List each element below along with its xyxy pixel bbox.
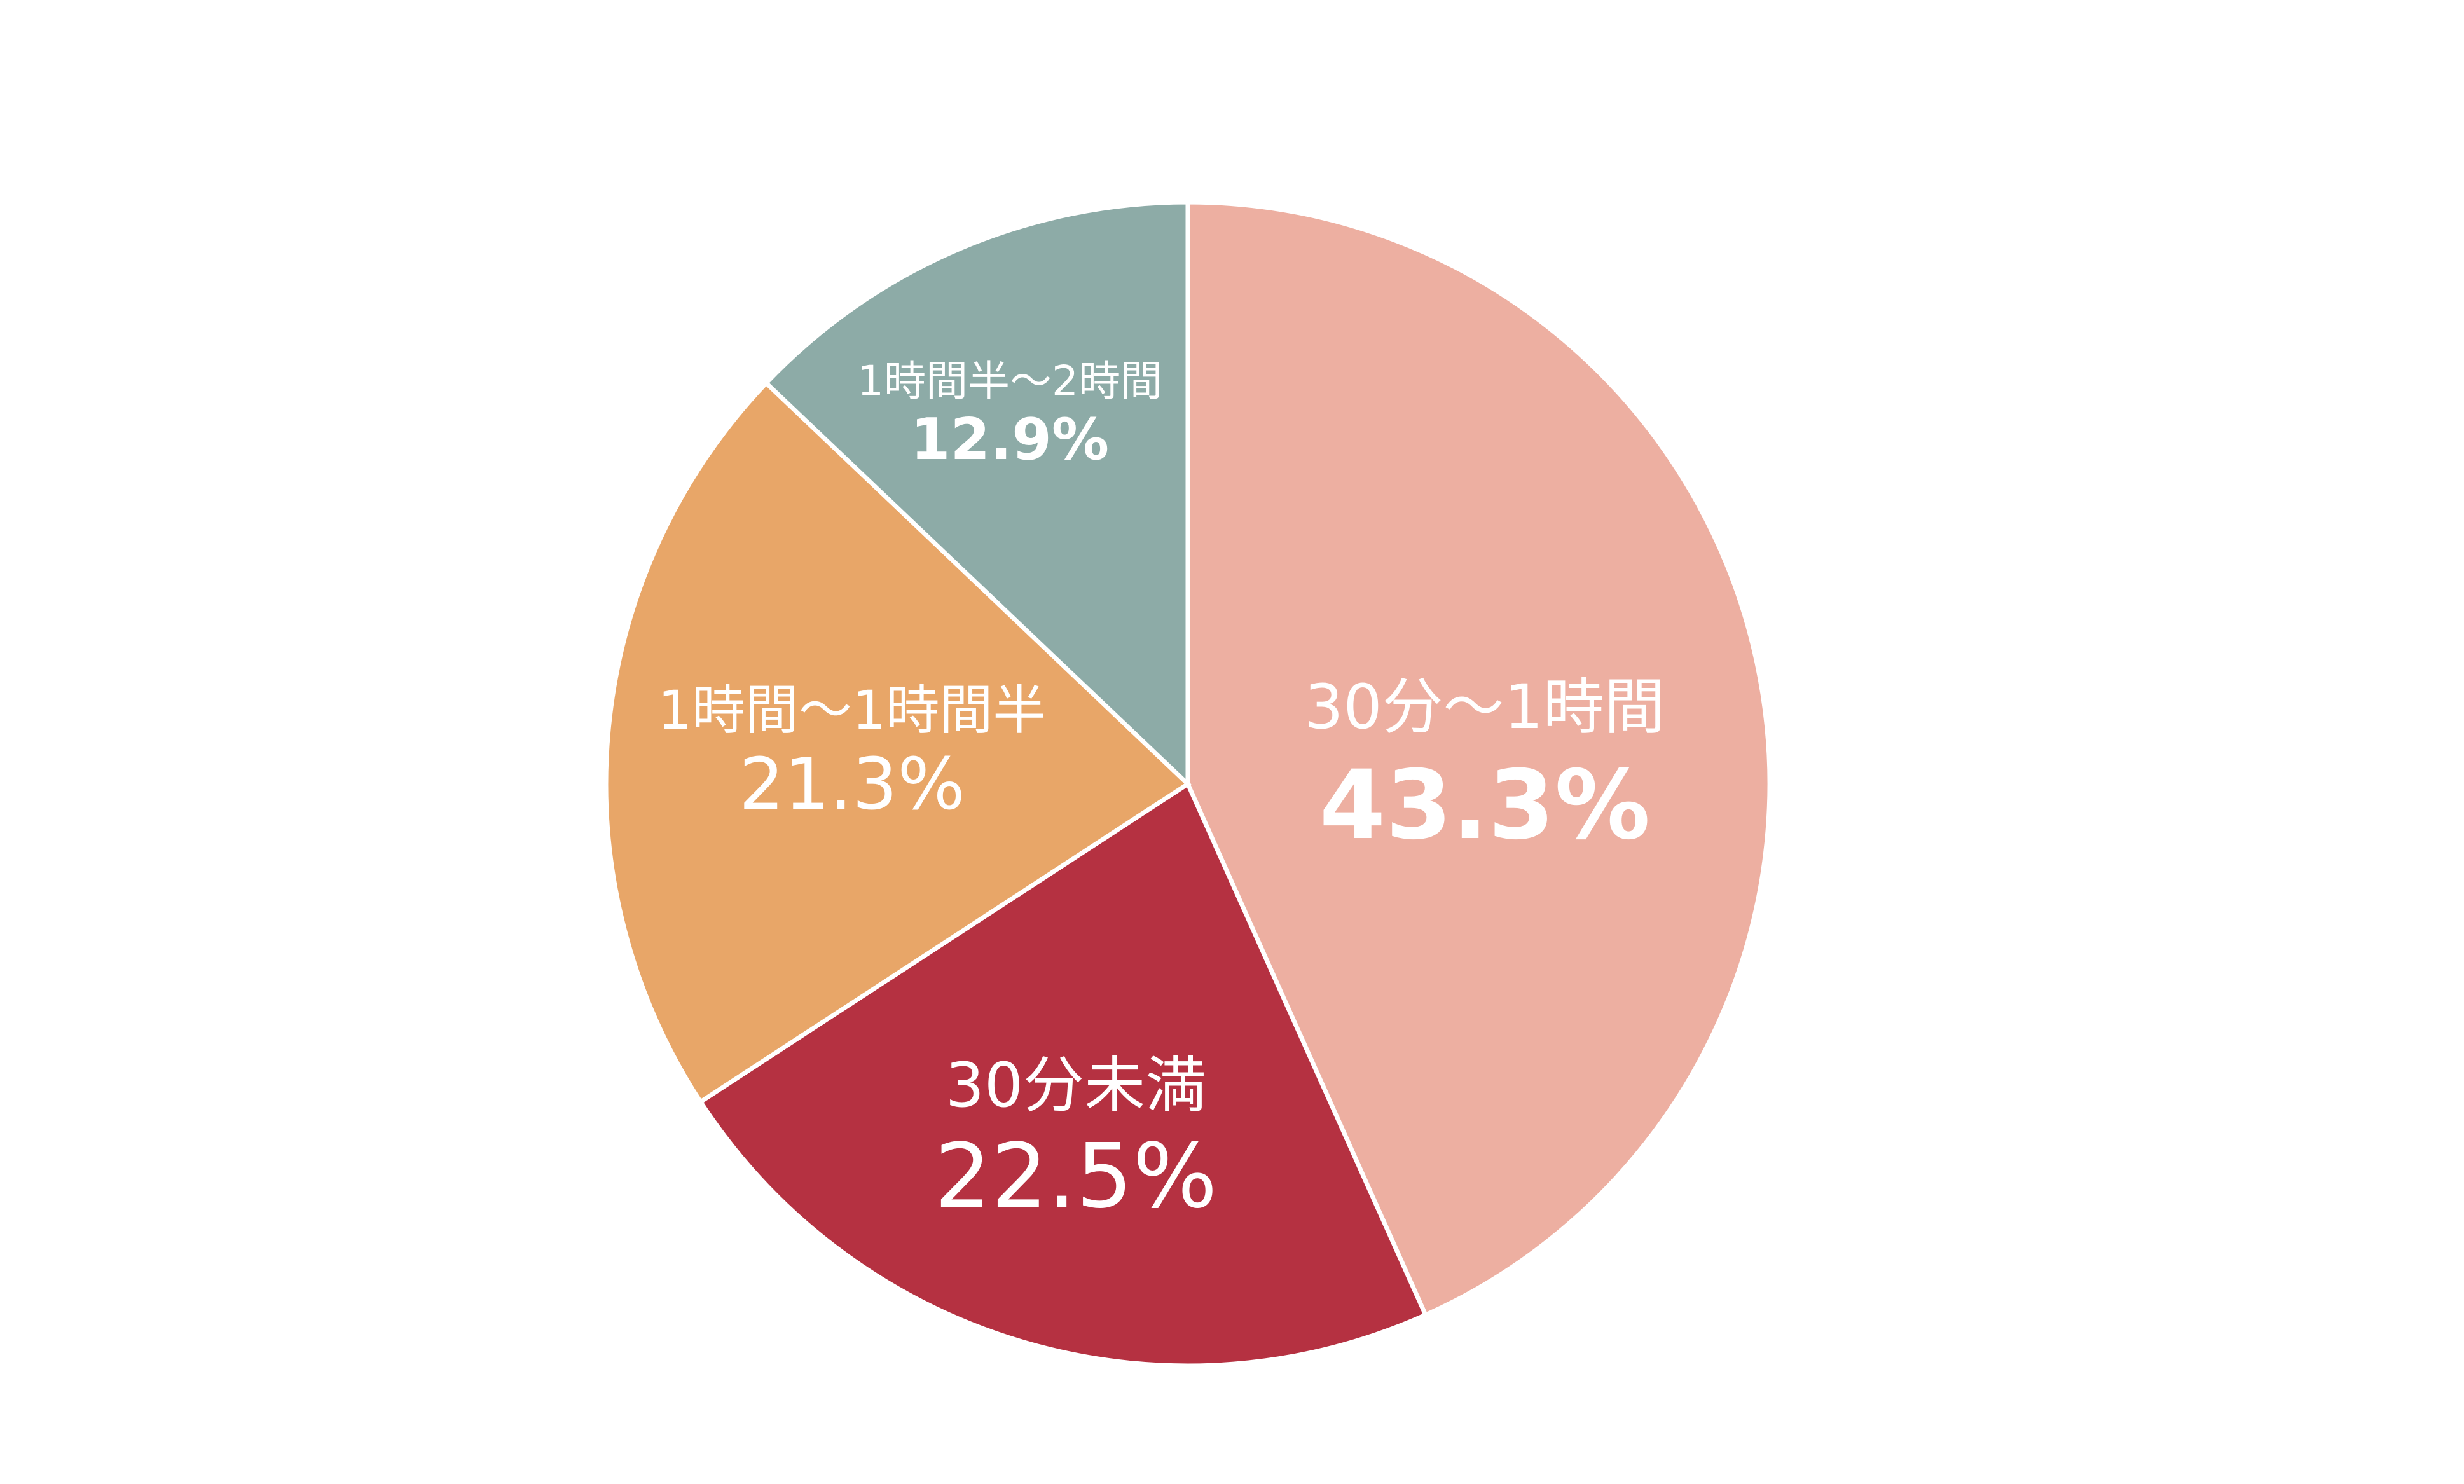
slice-30min-1h xyxy=(1185,200,1772,1318)
slice-label-1h30-2h-value: 12.9% xyxy=(911,406,1109,473)
slice-label-under-30min-value: 22.5% xyxy=(935,1125,1218,1228)
slice-under-30min xyxy=(697,780,1429,1368)
pie-slices xyxy=(603,200,1772,1368)
pie-labels: 30分～1時間 43.3% 30分未満 22.5% 1時間～1時間半 21.3%… xyxy=(658,357,1665,1228)
slice-label-30min-1h-category: 30分～1時間 xyxy=(1304,671,1665,743)
slice-label-1h-1h30-category: 1時間～1時間半 xyxy=(658,679,1047,741)
slice-label-30min-1h-value: 43.3% xyxy=(1319,750,1650,861)
slice-1h30-2h xyxy=(762,200,1190,790)
slice-label-1h-1h30-value: 21.3% xyxy=(739,743,965,826)
slice-1h-1h30 xyxy=(603,380,1192,1105)
slice-label-1h30-2h-category: 1時間半～2時間 xyxy=(857,357,1162,406)
slice-label-under-30min-category: 30分未満 xyxy=(946,1050,1206,1121)
